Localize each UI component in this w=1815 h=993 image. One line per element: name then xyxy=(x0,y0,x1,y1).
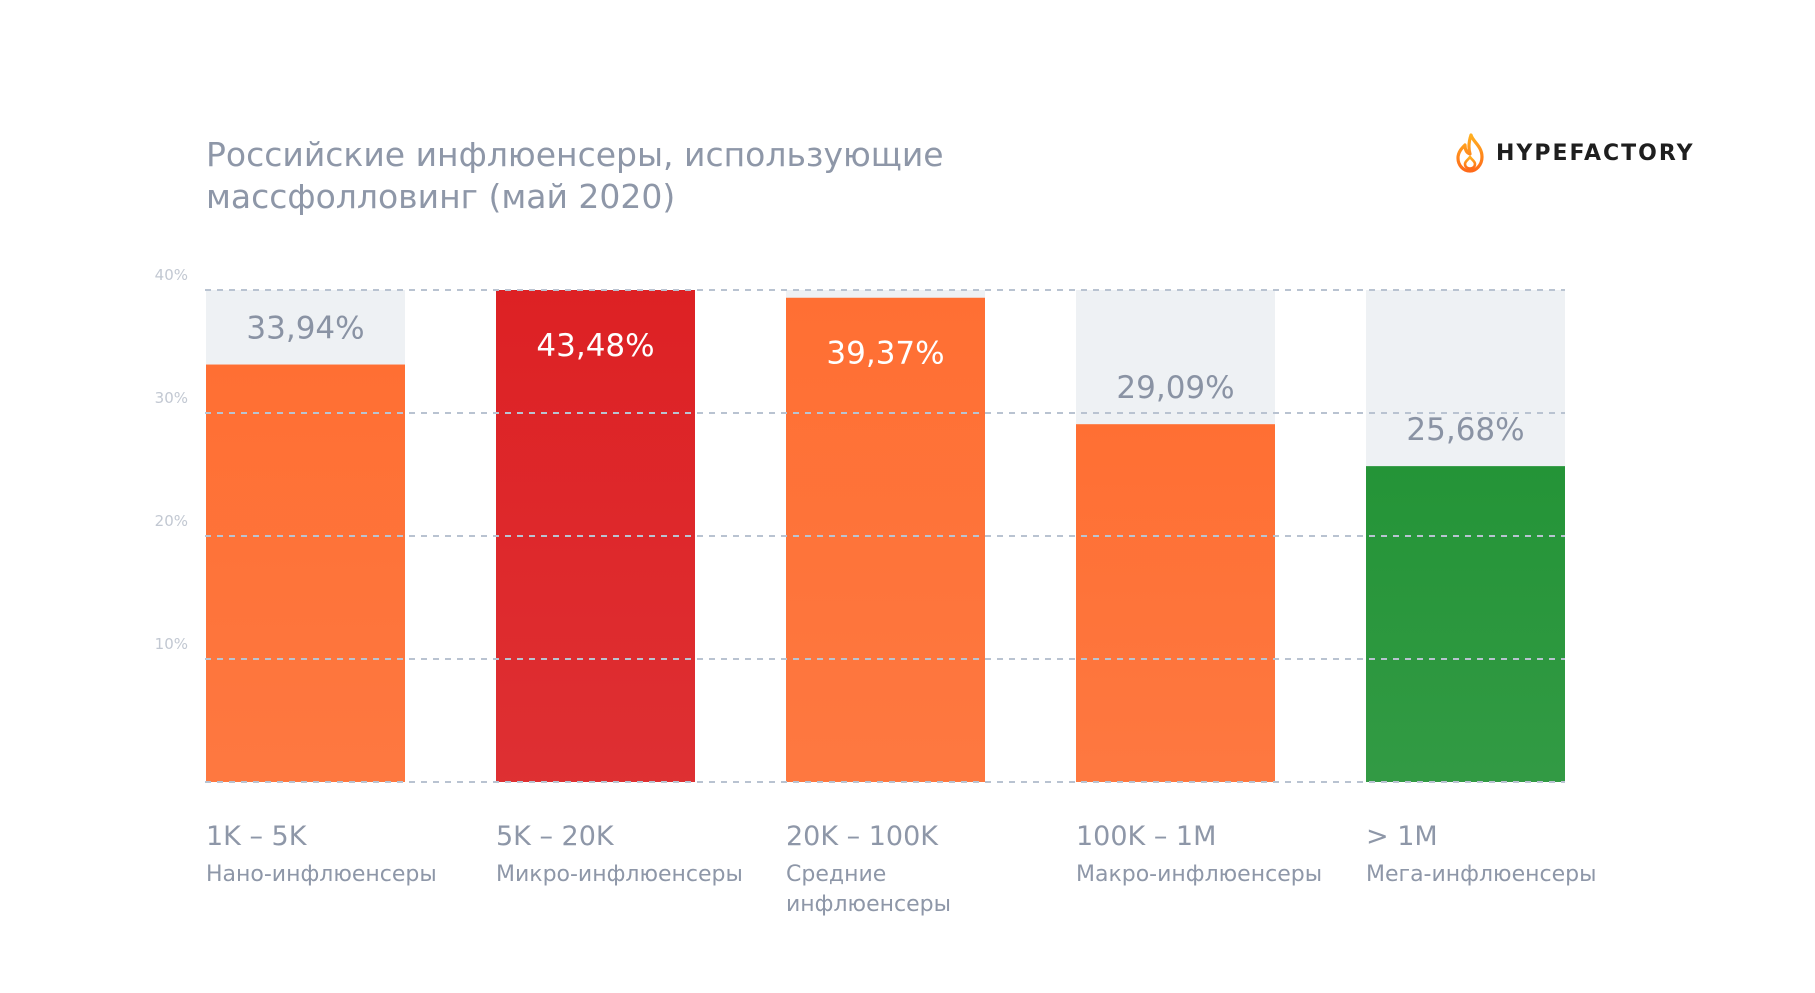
brand-logo: HYPEFACTORY xyxy=(1454,132,1695,174)
category-range-label: > 1M xyxy=(1366,821,1438,852)
category-name-label: Макро-инфлюенсеры xyxy=(1076,862,1322,887)
y-tick-label: 30% xyxy=(155,389,188,407)
category-name-label: Средние xyxy=(786,862,886,887)
flame-icon xyxy=(1456,133,1484,173)
bar xyxy=(786,297,985,782)
data-label: 25,68% xyxy=(1406,412,1524,448)
data-label: 33,94% xyxy=(246,311,364,347)
data-label: 43,48% xyxy=(536,328,654,364)
logo-text: HYPEFACTORY xyxy=(1496,140,1695,166)
data-label: 39,37% xyxy=(826,336,944,372)
chart-title-line-2: массфолловинг (май 2020) xyxy=(206,177,676,216)
category-name-label: инфлюенсеры xyxy=(786,892,951,917)
chart-title-line-1: Российские инфлюенсеры, использующие xyxy=(206,135,944,174)
category-range-label: 100K – 1M xyxy=(1076,821,1216,852)
category-range-label: 20K – 100K xyxy=(786,821,939,852)
category-name-label: Мега-инфлюенсеры xyxy=(1366,862,1596,887)
data-label: 29,09% xyxy=(1116,370,1234,406)
bar xyxy=(206,364,405,782)
bar xyxy=(1076,424,1275,782)
bar xyxy=(1366,466,1565,782)
category-name-label: Нано-инфлюенсеры xyxy=(206,862,437,887)
y-tick-label: 20% xyxy=(155,512,188,530)
category-range-label: 1K – 5K xyxy=(206,821,308,852)
category-range-label: 5K – 20K xyxy=(496,821,615,852)
y-tick-label: 40% xyxy=(155,266,188,284)
chart-title: Российские инфлюенсеры, использующие мас… xyxy=(206,134,1106,218)
category-name-label: Микро-инфлюенсеры xyxy=(496,862,743,887)
y-tick-label: 10% xyxy=(155,635,188,653)
